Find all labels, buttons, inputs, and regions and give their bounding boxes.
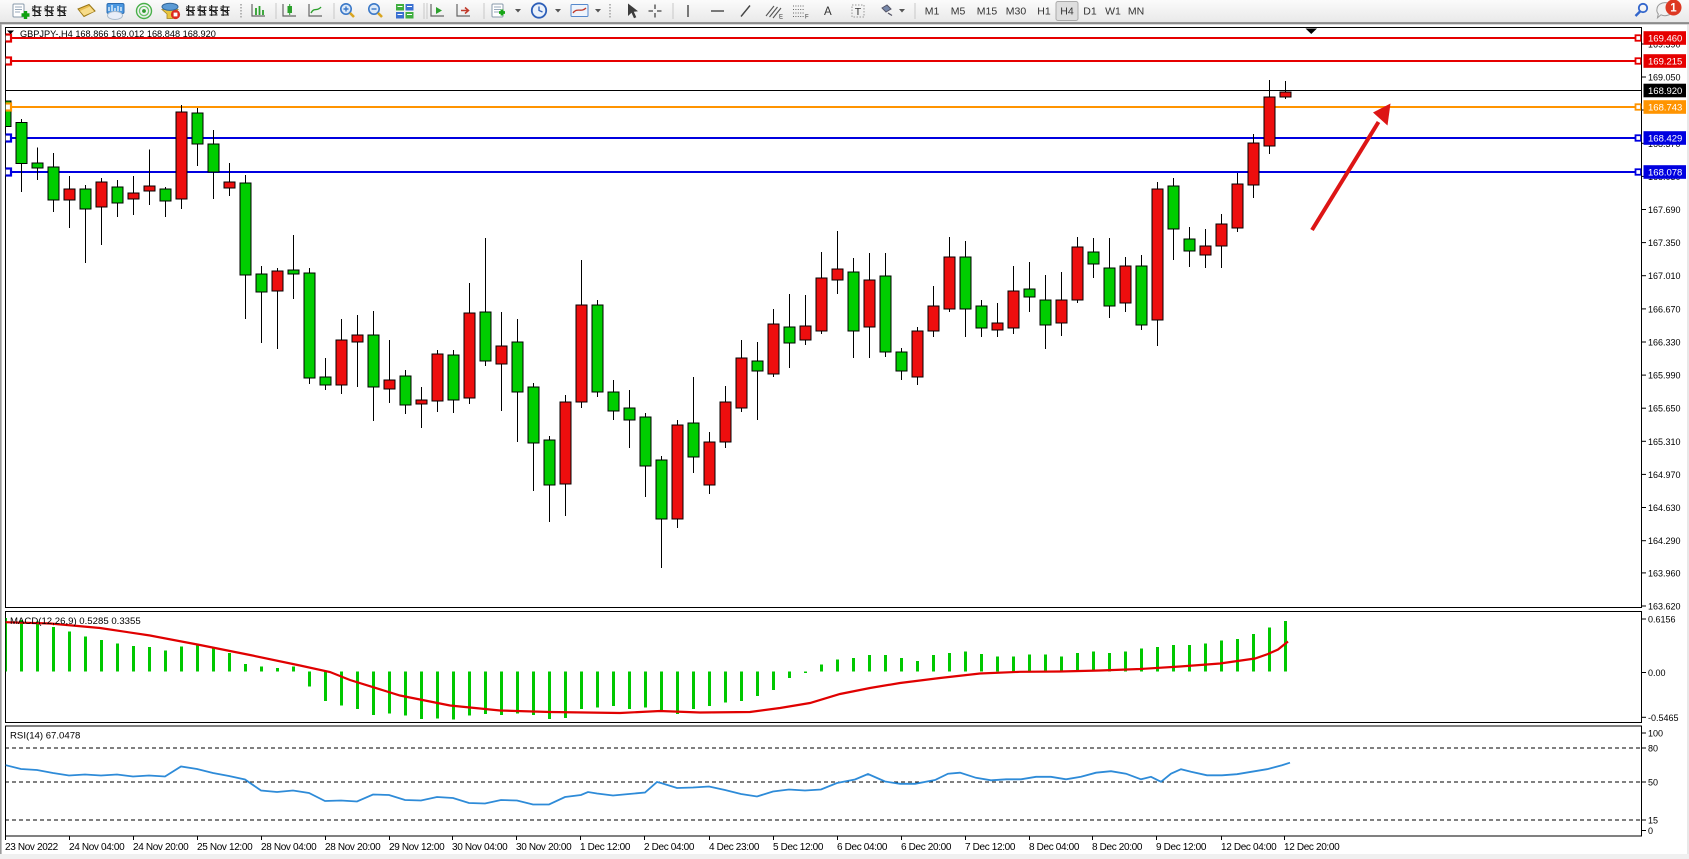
svg-text:164.630: 164.630: [1648, 503, 1681, 513]
svg-text:6 Dec 04:00: 6 Dec 04:00: [837, 842, 888, 853]
svg-text:8 Dec 20:00: 8 Dec 20:00: [1092, 842, 1143, 853]
svg-text:169.215: 169.215: [1648, 57, 1682, 68]
svg-text:164.290: 164.290: [1648, 536, 1681, 546]
svg-text:168.743: 168.743: [1648, 103, 1682, 114]
svg-text:163.960: 163.960: [1648, 568, 1681, 578]
svg-text:0.6156: 0.6156: [1648, 615, 1676, 625]
svg-text:25 Nov 12:00: 25 Nov 12:00: [197, 842, 253, 853]
svg-text:D1: D1: [1083, 6, 1097, 18]
svg-text:168.078: 168.078: [1648, 168, 1682, 179]
svg-text:24 Nov 20:00: 24 Nov 20:00: [133, 842, 189, 853]
svg-text:1 Dec 12:00: 1 Dec 12:00: [580, 842, 631, 853]
svg-text:M30: M30: [1006, 6, 1027, 18]
svg-text:163.620: 163.620: [1648, 602, 1681, 612]
svg-text:167.350: 167.350: [1648, 238, 1681, 248]
svg-text:-0.5465: -0.5465: [1648, 713, 1679, 723]
svg-text:9 Dec 12:00: 9 Dec 12:00: [1156, 842, 1207, 853]
svg-text:7 Dec 12:00: 7 Dec 12:00: [965, 842, 1016, 853]
svg-text:A: A: [824, 6, 832, 18]
svg-text:12 Dec 04:00: 12 Dec 04:00: [1221, 842, 1277, 853]
svg-text:23 Nov 2022: 23 Nov 2022: [5, 842, 59, 853]
svg-text:M1: M1: [925, 6, 940, 18]
svg-text:M5: M5: [951, 6, 966, 18]
svg-text:4 Dec 23:00: 4 Dec 23:00: [709, 842, 760, 853]
svg-text:MACD(12,26,9) 0.5285 0.3355: MACD(12,26,9) 0.5285 0.3355: [10, 616, 141, 627]
svg-text:W1: W1: [1105, 6, 1121, 18]
svg-text:168.920: 168.920: [1648, 86, 1682, 97]
svg-text:165.650: 165.650: [1648, 404, 1681, 414]
svg-text:30 Nov 20:00: 30 Nov 20:00: [516, 842, 572, 853]
svg-text:1: 1: [1670, 3, 1677, 15]
svg-text:RSI(14) 67.0478: RSI(14) 67.0478: [10, 731, 80, 742]
svg-text:100: 100: [1648, 729, 1663, 739]
svg-text:GBPJPY-,H4 168.866 169.012 16: GBPJPY-,H4 168.866 169.012 168.848 168.9…: [20, 29, 216, 39]
svg-text:30 Nov 04:00: 30 Nov 04:00: [452, 842, 508, 853]
svg-text:T: T: [855, 6, 862, 18]
svg-text:2 Dec 04:00: 2 Dec 04:00: [644, 842, 695, 853]
svg-text:164.970: 164.970: [1648, 470, 1681, 480]
svg-text:166.330: 166.330: [1648, 338, 1681, 348]
svg-text:E: E: [779, 15, 783, 21]
svg-text:H1: H1: [1037, 6, 1051, 18]
svg-text:28 Nov 04:00: 28 Nov 04:00: [261, 842, 317, 853]
svg-text:6 Dec 20:00: 6 Dec 20:00: [901, 842, 952, 853]
svg-text:15: 15: [1648, 816, 1658, 826]
svg-text:5 Dec 12:00: 5 Dec 12:00: [773, 842, 824, 853]
svg-text:0.00: 0.00: [1648, 668, 1666, 678]
svg-text:167.010: 167.010: [1648, 271, 1681, 281]
svg-text:M15: M15: [977, 6, 998, 18]
svg-text:28 Nov 20:00: 28 Nov 20:00: [325, 842, 381, 853]
svg-text:169.050: 169.050: [1648, 73, 1681, 83]
svg-text:169.460: 169.460: [1648, 34, 1682, 45]
svg-text:167.690: 167.690: [1648, 205, 1681, 215]
svg-text:50: 50: [1648, 778, 1658, 788]
svg-text:H4: H4: [1060, 6, 1074, 18]
svg-text:165.990: 165.990: [1648, 371, 1681, 381]
svg-text:MN: MN: [1128, 6, 1144, 18]
svg-text:F: F: [805, 15, 809, 21]
svg-text:0: 0: [1648, 826, 1653, 836]
svg-text:165.310: 165.310: [1648, 437, 1681, 447]
svg-text:166.670: 166.670: [1648, 304, 1681, 314]
svg-text:24 Nov 04:00: 24 Nov 04:00: [69, 842, 125, 853]
svg-text:168.429: 168.429: [1648, 134, 1682, 145]
svg-text:29 Nov 12:00: 29 Nov 12:00: [389, 842, 445, 853]
svg-text:8 Dec 04:00: 8 Dec 04:00: [1029, 842, 1080, 853]
svg-text:80: 80: [1648, 744, 1658, 754]
svg-text:12 Dec 20:00: 12 Dec 20:00: [1284, 842, 1340, 853]
